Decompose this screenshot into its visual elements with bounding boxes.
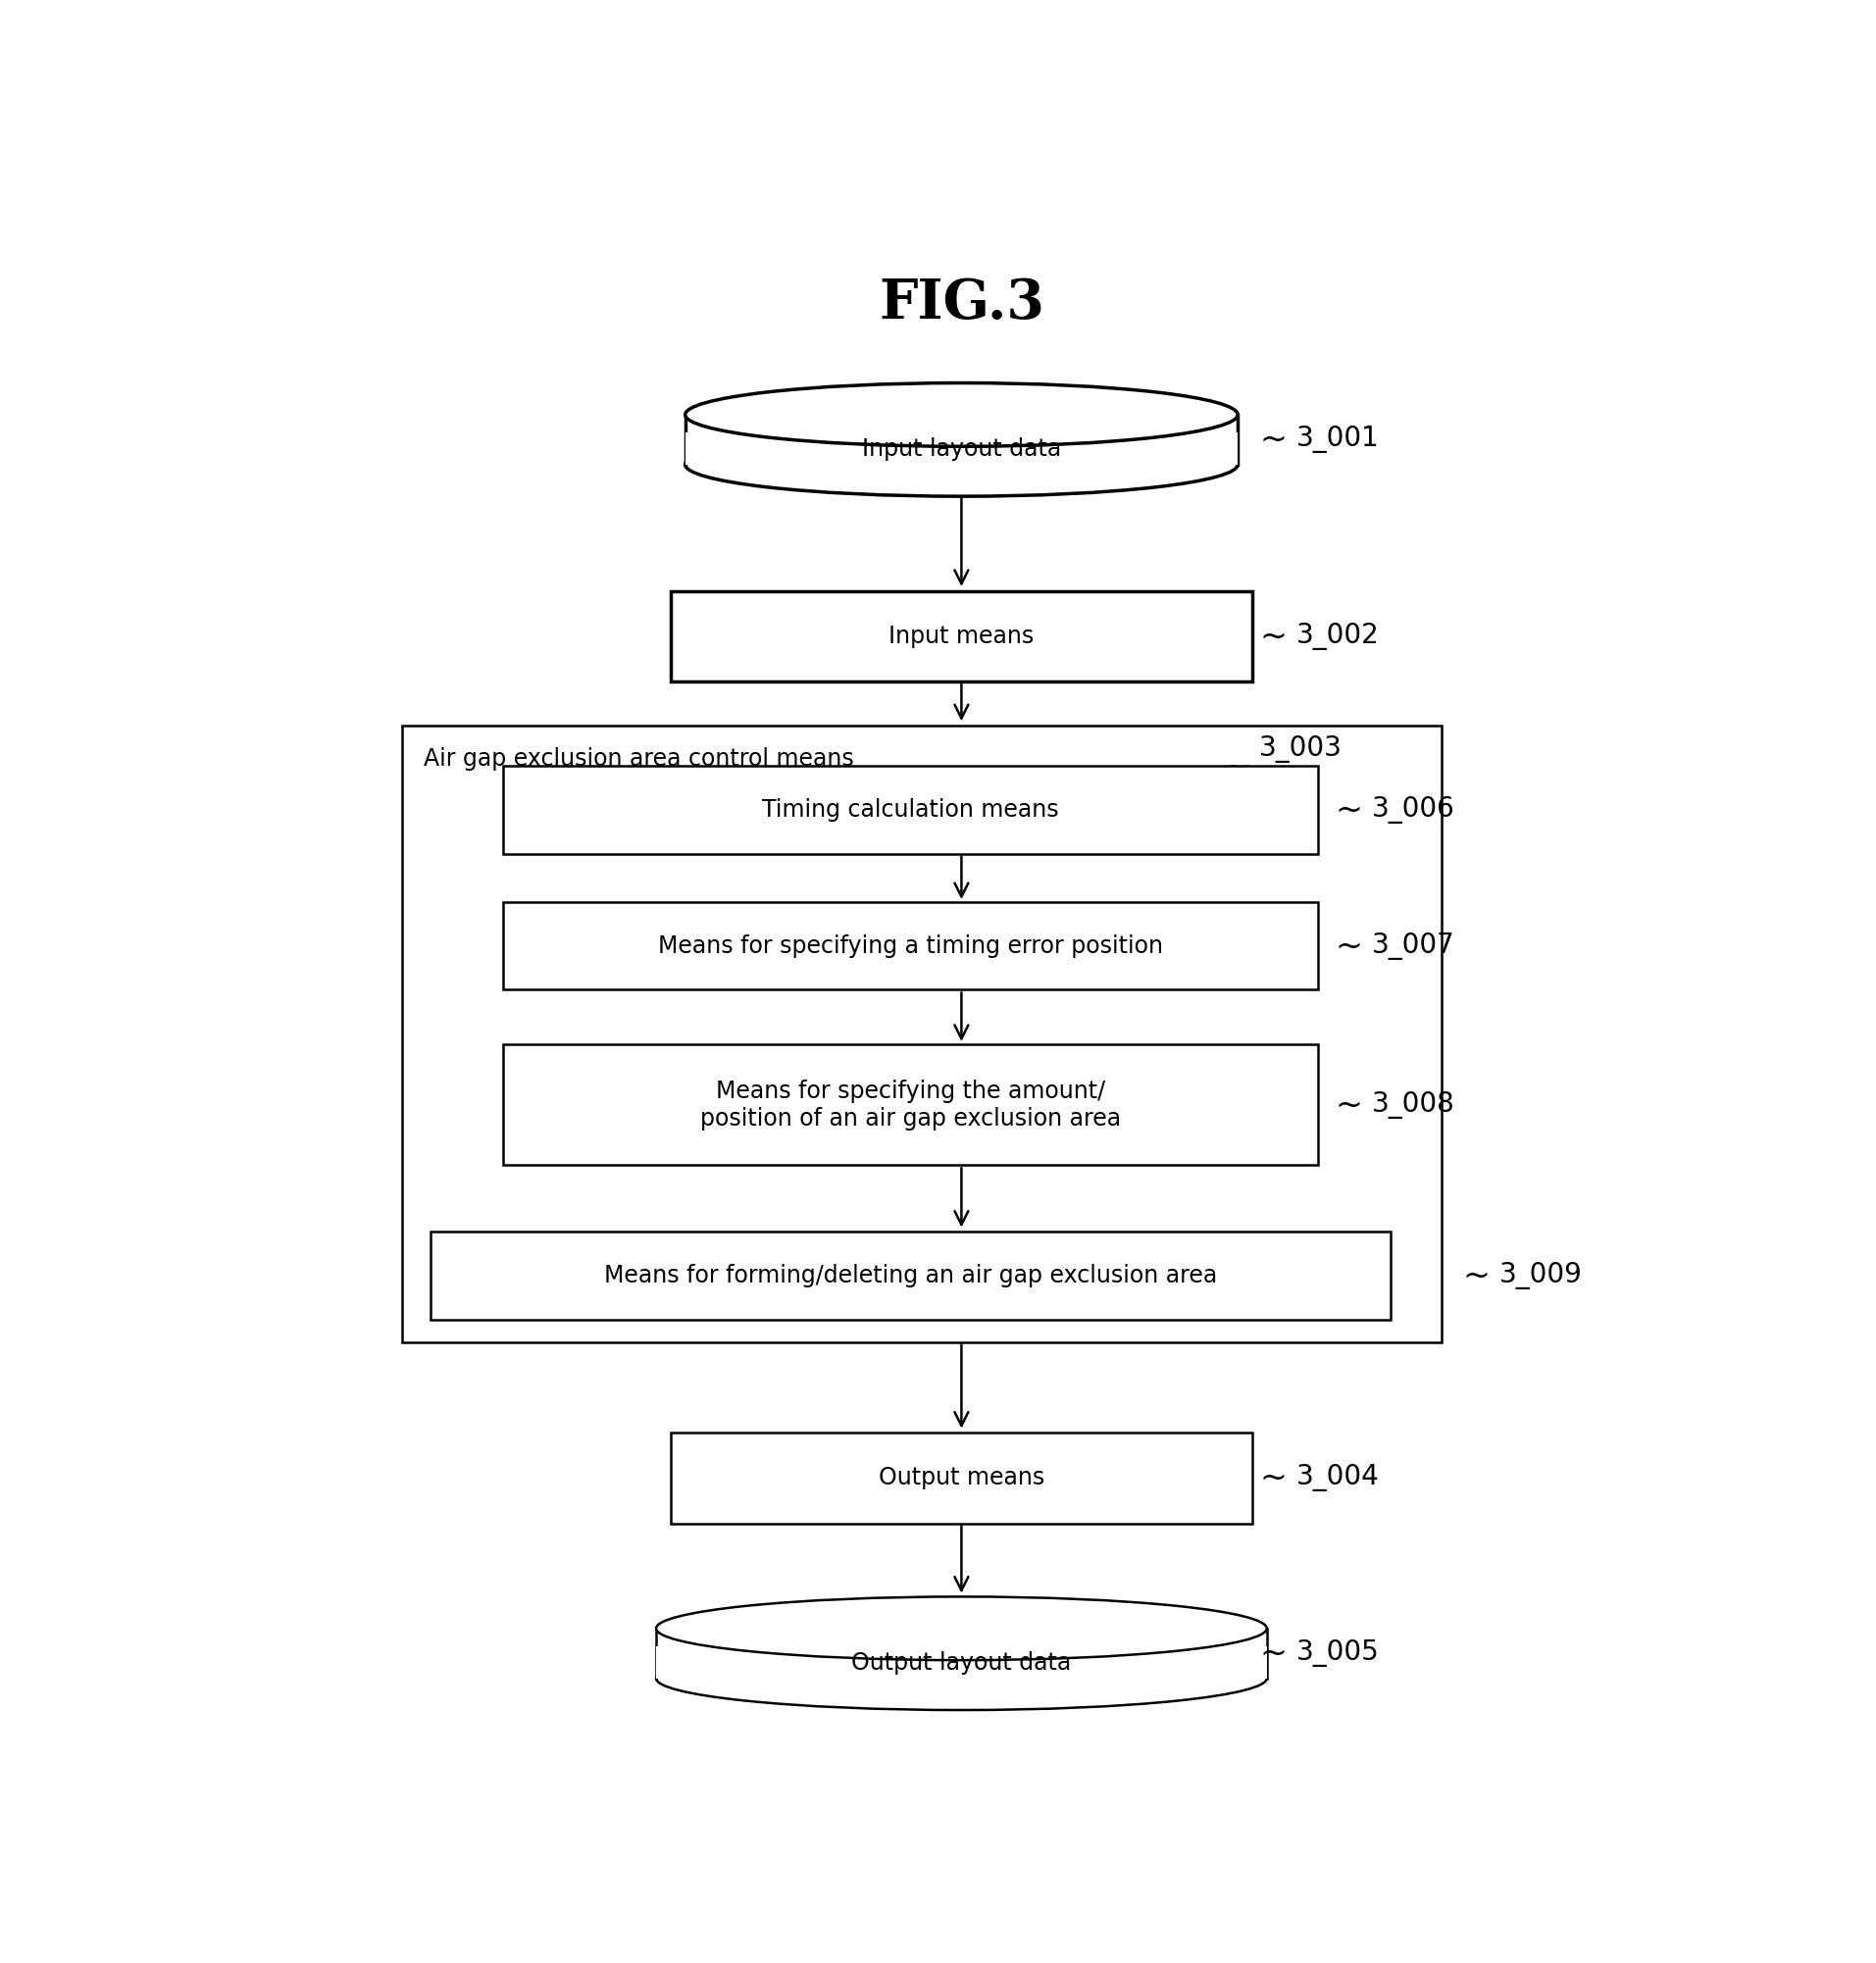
Bar <box>401 724 1441 1343</box>
Text: Input layout data: Input layout data <box>861 438 1062 461</box>
Text: ~: ~ <box>1259 1637 1287 1671</box>
Text: 3_006: 3_006 <box>1371 797 1454 824</box>
Text: Output layout data: Output layout data <box>852 1651 1071 1674</box>
Ellipse shape <box>685 432 1238 497</box>
Text: 3_007: 3_007 <box>1371 932 1454 960</box>
Text: 3_001: 3_001 <box>1296 426 1379 453</box>
Text: 3_004: 3_004 <box>1296 1464 1379 1492</box>
Bar <box>685 432 1238 465</box>
Bar <box>431 1231 1390 1319</box>
Text: FIG.3: FIG.3 <box>878 277 1045 330</box>
Text: ~: ~ <box>1336 930 1362 962</box>
Text: ~: ~ <box>1223 752 1251 783</box>
Text: 3_002: 3_002 <box>1296 622 1379 650</box>
Text: ~: ~ <box>1259 1462 1287 1494</box>
Bar <box>672 1433 1253 1523</box>
Ellipse shape <box>657 1647 1266 1710</box>
Bar <box>657 1647 1266 1678</box>
Text: Means for forming/deleting an air gap exclusion area: Means for forming/deleting an air gap ex… <box>604 1264 1218 1288</box>
Bar <box>672 591 1253 681</box>
Text: Means for specifying a timing error position: Means for specifying a timing error posi… <box>658 934 1163 958</box>
Ellipse shape <box>657 1596 1266 1661</box>
Text: ~: ~ <box>1463 1260 1491 1292</box>
Bar <box>503 903 1317 989</box>
Ellipse shape <box>685 383 1238 446</box>
Text: 3_009: 3_009 <box>1499 1262 1583 1290</box>
Text: Input means: Input means <box>889 624 1034 648</box>
Text: ~: ~ <box>1259 424 1287 455</box>
Text: Output means: Output means <box>878 1466 1045 1490</box>
Text: ~: ~ <box>1336 1089 1362 1121</box>
Text: 3_005: 3_005 <box>1296 1639 1379 1667</box>
Text: 3_003: 3_003 <box>1259 736 1343 764</box>
Text: Means for specifying the amount/
position of an air gap exclusion area: Means for specifying the amount/ positio… <box>700 1080 1122 1131</box>
Text: ~: ~ <box>1336 793 1362 826</box>
Text: Air gap exclusion area control means: Air gap exclusion area control means <box>424 746 854 769</box>
Text: ~: ~ <box>1259 620 1287 652</box>
Text: Timing calculation means: Timing calculation means <box>762 799 1058 822</box>
Text: 3_008: 3_008 <box>1371 1091 1454 1119</box>
Bar <box>503 1044 1317 1166</box>
Bar <box>503 766 1317 854</box>
